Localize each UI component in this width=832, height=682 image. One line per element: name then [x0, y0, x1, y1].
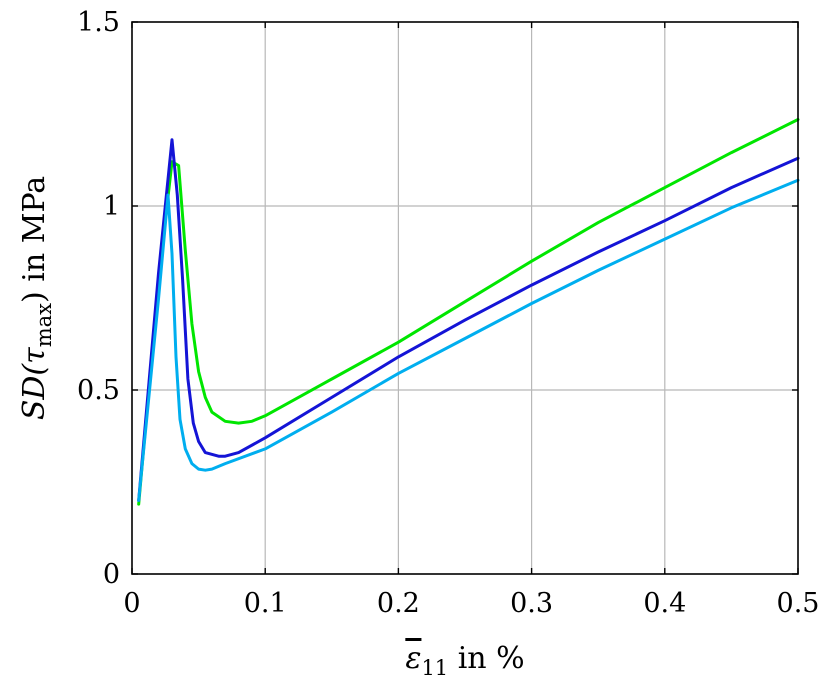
series-line-2	[137, 138, 800, 502]
tick-labels: 0 0.1 0.2 0.3 0.4 0.5 0 0.5 1 1.5	[77, 7, 819, 619]
y-tick-label: 0.5	[77, 375, 120, 406]
y-label-prefix: SD(	[17, 363, 52, 421]
x-tick-label: 0.5	[777, 588, 820, 619]
x-label-rest: in %	[448, 641, 525, 676]
x-tick-label: 0	[123, 588, 140, 619]
x-axis-label: ε11 in %	[405, 641, 524, 680]
x-tick-label: 0.1	[244, 588, 287, 619]
x-tick-label: 0.2	[377, 588, 420, 619]
y-label-variable: τ	[17, 347, 52, 364]
series-group	[137, 118, 800, 506]
y-tick-label: 0	[103, 559, 120, 590]
x-tick-label: 0.4	[643, 588, 686, 619]
series-line-1	[137, 118, 800, 506]
y-label-rest: ) in MPa	[17, 176, 52, 303]
y-axis-label: SD(τmax) in MPa	[17, 176, 56, 420]
y-label-subscript: max	[32, 303, 56, 347]
x-label-subscript: 11	[421, 656, 448, 680]
series-line-3	[137, 178, 800, 502]
plot-frame	[131, 21, 799, 575]
x-tick-label: 0.3	[510, 588, 553, 619]
x-label-variable: ε	[405, 641, 421, 676]
grid	[132, 22, 798, 574]
y-tick-label: 1.5	[77, 7, 120, 38]
y-tick-label: 1	[103, 191, 120, 222]
